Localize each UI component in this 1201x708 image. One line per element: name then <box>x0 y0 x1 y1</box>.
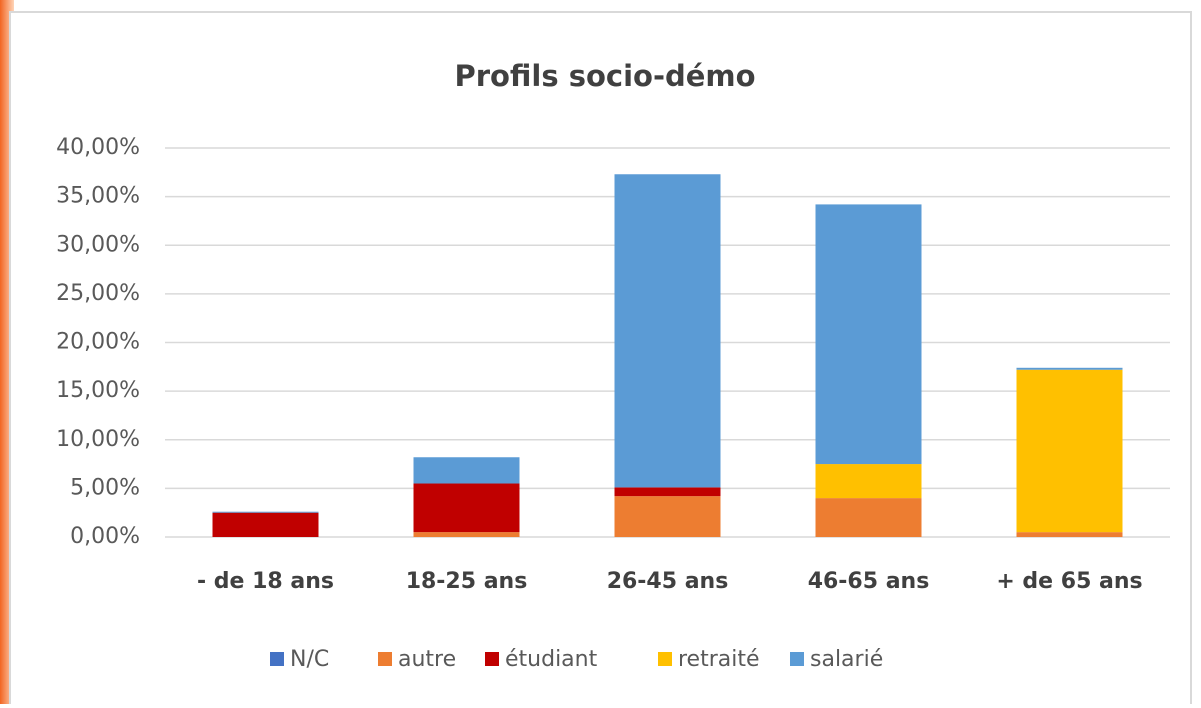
legend-label: salarié <box>810 647 883 672</box>
bar-segment <box>212 511 319 513</box>
legend-swatch <box>658 652 672 666</box>
y-tick-label: 30,00% <box>56 232 140 257</box>
chart-title: Profils socio-démo <box>454 59 755 93</box>
bar-segment <box>614 487 721 497</box>
y-tick-label: 25,00% <box>56 281 140 306</box>
legend-swatch <box>790 652 804 666</box>
legend-label: N/C <box>290 647 329 672</box>
x-tick-label: 18-25 ans <box>406 569 528 594</box>
y-tick-label: 10,00% <box>56 427 140 452</box>
x-tick-label: + de 65 ans <box>996 569 1142 594</box>
x-tick-label: 26-45 ans <box>607 569 729 594</box>
y-tick-label: 0,00% <box>70 524 140 549</box>
bar-segment <box>1016 367 1123 370</box>
y-tick-label: 5,00% <box>70 475 140 500</box>
legend-label: autre <box>398 647 456 672</box>
x-tick-label: 46-65 ans <box>808 569 930 594</box>
bar-segment <box>815 498 922 537</box>
y-tick-label: 15,00% <box>56 378 140 403</box>
bar-segment <box>413 483 520 533</box>
bar-segment <box>614 496 721 537</box>
bar-segment <box>413 457 520 484</box>
y-tick-label: 40,00% <box>56 135 140 160</box>
bar-segment <box>413 532 520 537</box>
bar-segment <box>815 464 922 499</box>
y-tick-label: 35,00% <box>56 184 140 209</box>
bar-segment <box>614 174 721 488</box>
y-tick-label: 20,00% <box>56 330 140 355</box>
bar-segment <box>1016 369 1123 533</box>
bar-segment <box>815 204 922 465</box>
legend-label: retraité <box>678 647 760 672</box>
legend-swatch <box>270 652 284 666</box>
legend-swatch <box>485 652 499 666</box>
legend-swatch <box>378 652 392 666</box>
chart-frame <box>9 11 1192 708</box>
bar-segment <box>212 512 319 537</box>
legend-label: étudiant <box>505 647 598 672</box>
bar-segment <box>1016 532 1123 537</box>
x-tick-label: - de 18 ans <box>197 569 334 594</box>
